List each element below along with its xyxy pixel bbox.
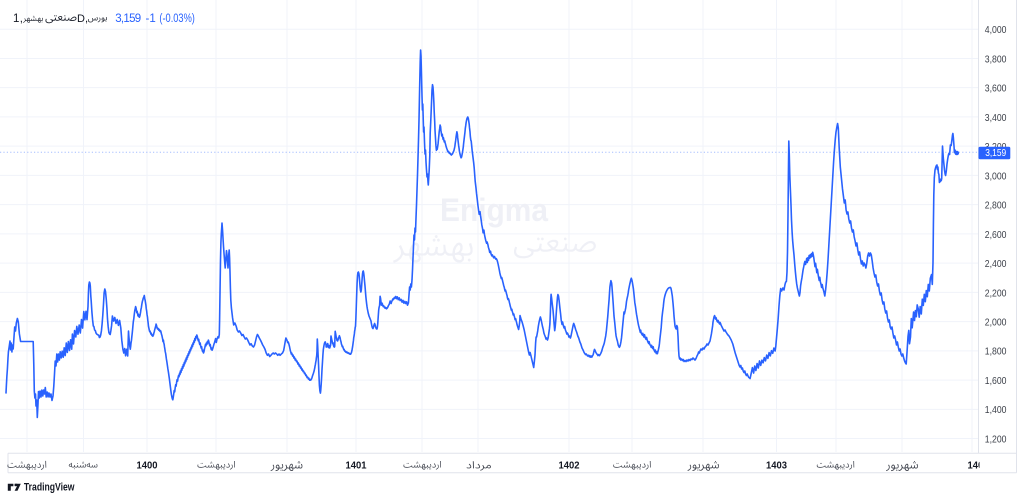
svg-text:2,800: 2,800 (985, 200, 1007, 212)
svg-text:Enigma: Enigma (440, 192, 548, 228)
svg-text:1: 1 (13, 13, 19, 25)
svg-text:3,000: 3,000 (985, 170, 1007, 182)
svg-text:2,400: 2,400 (985, 258, 1007, 270)
svg-text:(-0.03%): (-0.03%) (159, 13, 195, 25)
svg-text:-1: -1 (146, 13, 156, 25)
svg-text:2,200: 2,200 (985, 287, 1007, 299)
svg-text:4,000: 4,000 (985, 24, 1007, 36)
svg-text:3,600: 3,600 (985, 83, 1007, 95)
svg-text:,: , (20, 13, 23, 25)
svg-text:1402: 1402 (559, 460, 580, 472)
svg-text:2,000: 2,000 (985, 317, 1007, 329)
svg-text:2,600: 2,600 (985, 229, 1007, 241)
svg-text:3,400: 3,400 (985, 112, 1007, 124)
svg-text:1401: 1401 (346, 460, 367, 472)
svg-text:1,800: 1,800 (985, 346, 1007, 358)
svg-text:1403: 1403 (766, 460, 787, 472)
svg-text:1400: 1400 (137, 460, 158, 472)
svg-text:1404: 1404 (968, 460, 989, 472)
svg-text:TradingView: TradingView (24, 482, 75, 494)
svg-text:3,159: 3,159 (115, 13, 141, 25)
svg-text:3,800: 3,800 (985, 53, 1007, 65)
svg-text:3,159: 3,159 (985, 147, 1006, 159)
svg-text:D,: D, (77, 13, 88, 25)
svg-text:1,600: 1,600 (985, 375, 1007, 387)
svg-text:1,400: 1,400 (985, 404, 1007, 416)
svg-text:1,200: 1,200 (985, 434, 1007, 446)
